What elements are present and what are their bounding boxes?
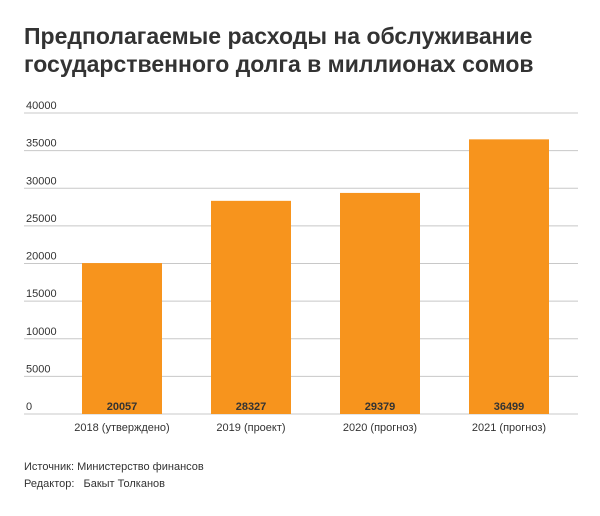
bar-value-label: 36499 (494, 401, 525, 413)
y-tick-label: 40000 (26, 100, 57, 112)
source-value: Министерство финансов (77, 461, 204, 473)
source-label: Источник: (24, 461, 75, 473)
y-tick-label: 25000 (26, 213, 57, 225)
chart-title: Предполагаемые расходы на обслуживание г… (24, 22, 584, 78)
editor-note: Редактор: Бакыт Толканов (24, 478, 165, 490)
editor-label: Редактор: (24, 478, 75, 490)
chart-title-line-2: государственного долга в миллионах сомов (24, 51, 534, 77)
bar (340, 192, 420, 414)
x-axis-tick-labels: 2018 (утверждено) 2019 (проект) 2020 (прог… (74, 422, 546, 434)
chart-title-line-1: Предполагаемые расходы на обслуживание (24, 23, 533, 49)
y-tick-label: 10000 (26, 326, 57, 338)
x-tick-label: 2018 (утверждено) (74, 422, 169, 434)
source-note: Источник: Министерство финансов (24, 461, 204, 473)
bar-value-labels: 20057 28327 29379 36499 (107, 401, 525, 413)
bar (469, 139, 549, 414)
bar-value-label: 20057 (107, 401, 138, 413)
y-tick-label: 15000 (26, 288, 57, 300)
x-tick-label: 2019 (проект) (216, 422, 285, 434)
y-tick-label: 20000 (26, 251, 57, 263)
y-tick-label: 30000 (26, 175, 57, 187)
y-tick-label: 5000 (26, 363, 50, 375)
editor-value: Бакыт Толканов (83, 478, 165, 490)
y-tick-label: 0 (26, 401, 32, 413)
x-tick-label: 2020 (прогноз) (343, 422, 417, 434)
bar (211, 200, 291, 414)
y-axis-tick-labels: 0 5000 10000 15000 20000 25000 30000 35000 40000 (26, 100, 57, 413)
x-tick-label: 2021 (прогноз) (472, 422, 546, 434)
bar-value-label: 29379 (365, 401, 396, 413)
bar-value-label: 28327 (236, 401, 267, 413)
y-tick-label: 35000 (26, 138, 57, 150)
bars (82, 139, 549, 414)
bar (82, 263, 162, 414)
